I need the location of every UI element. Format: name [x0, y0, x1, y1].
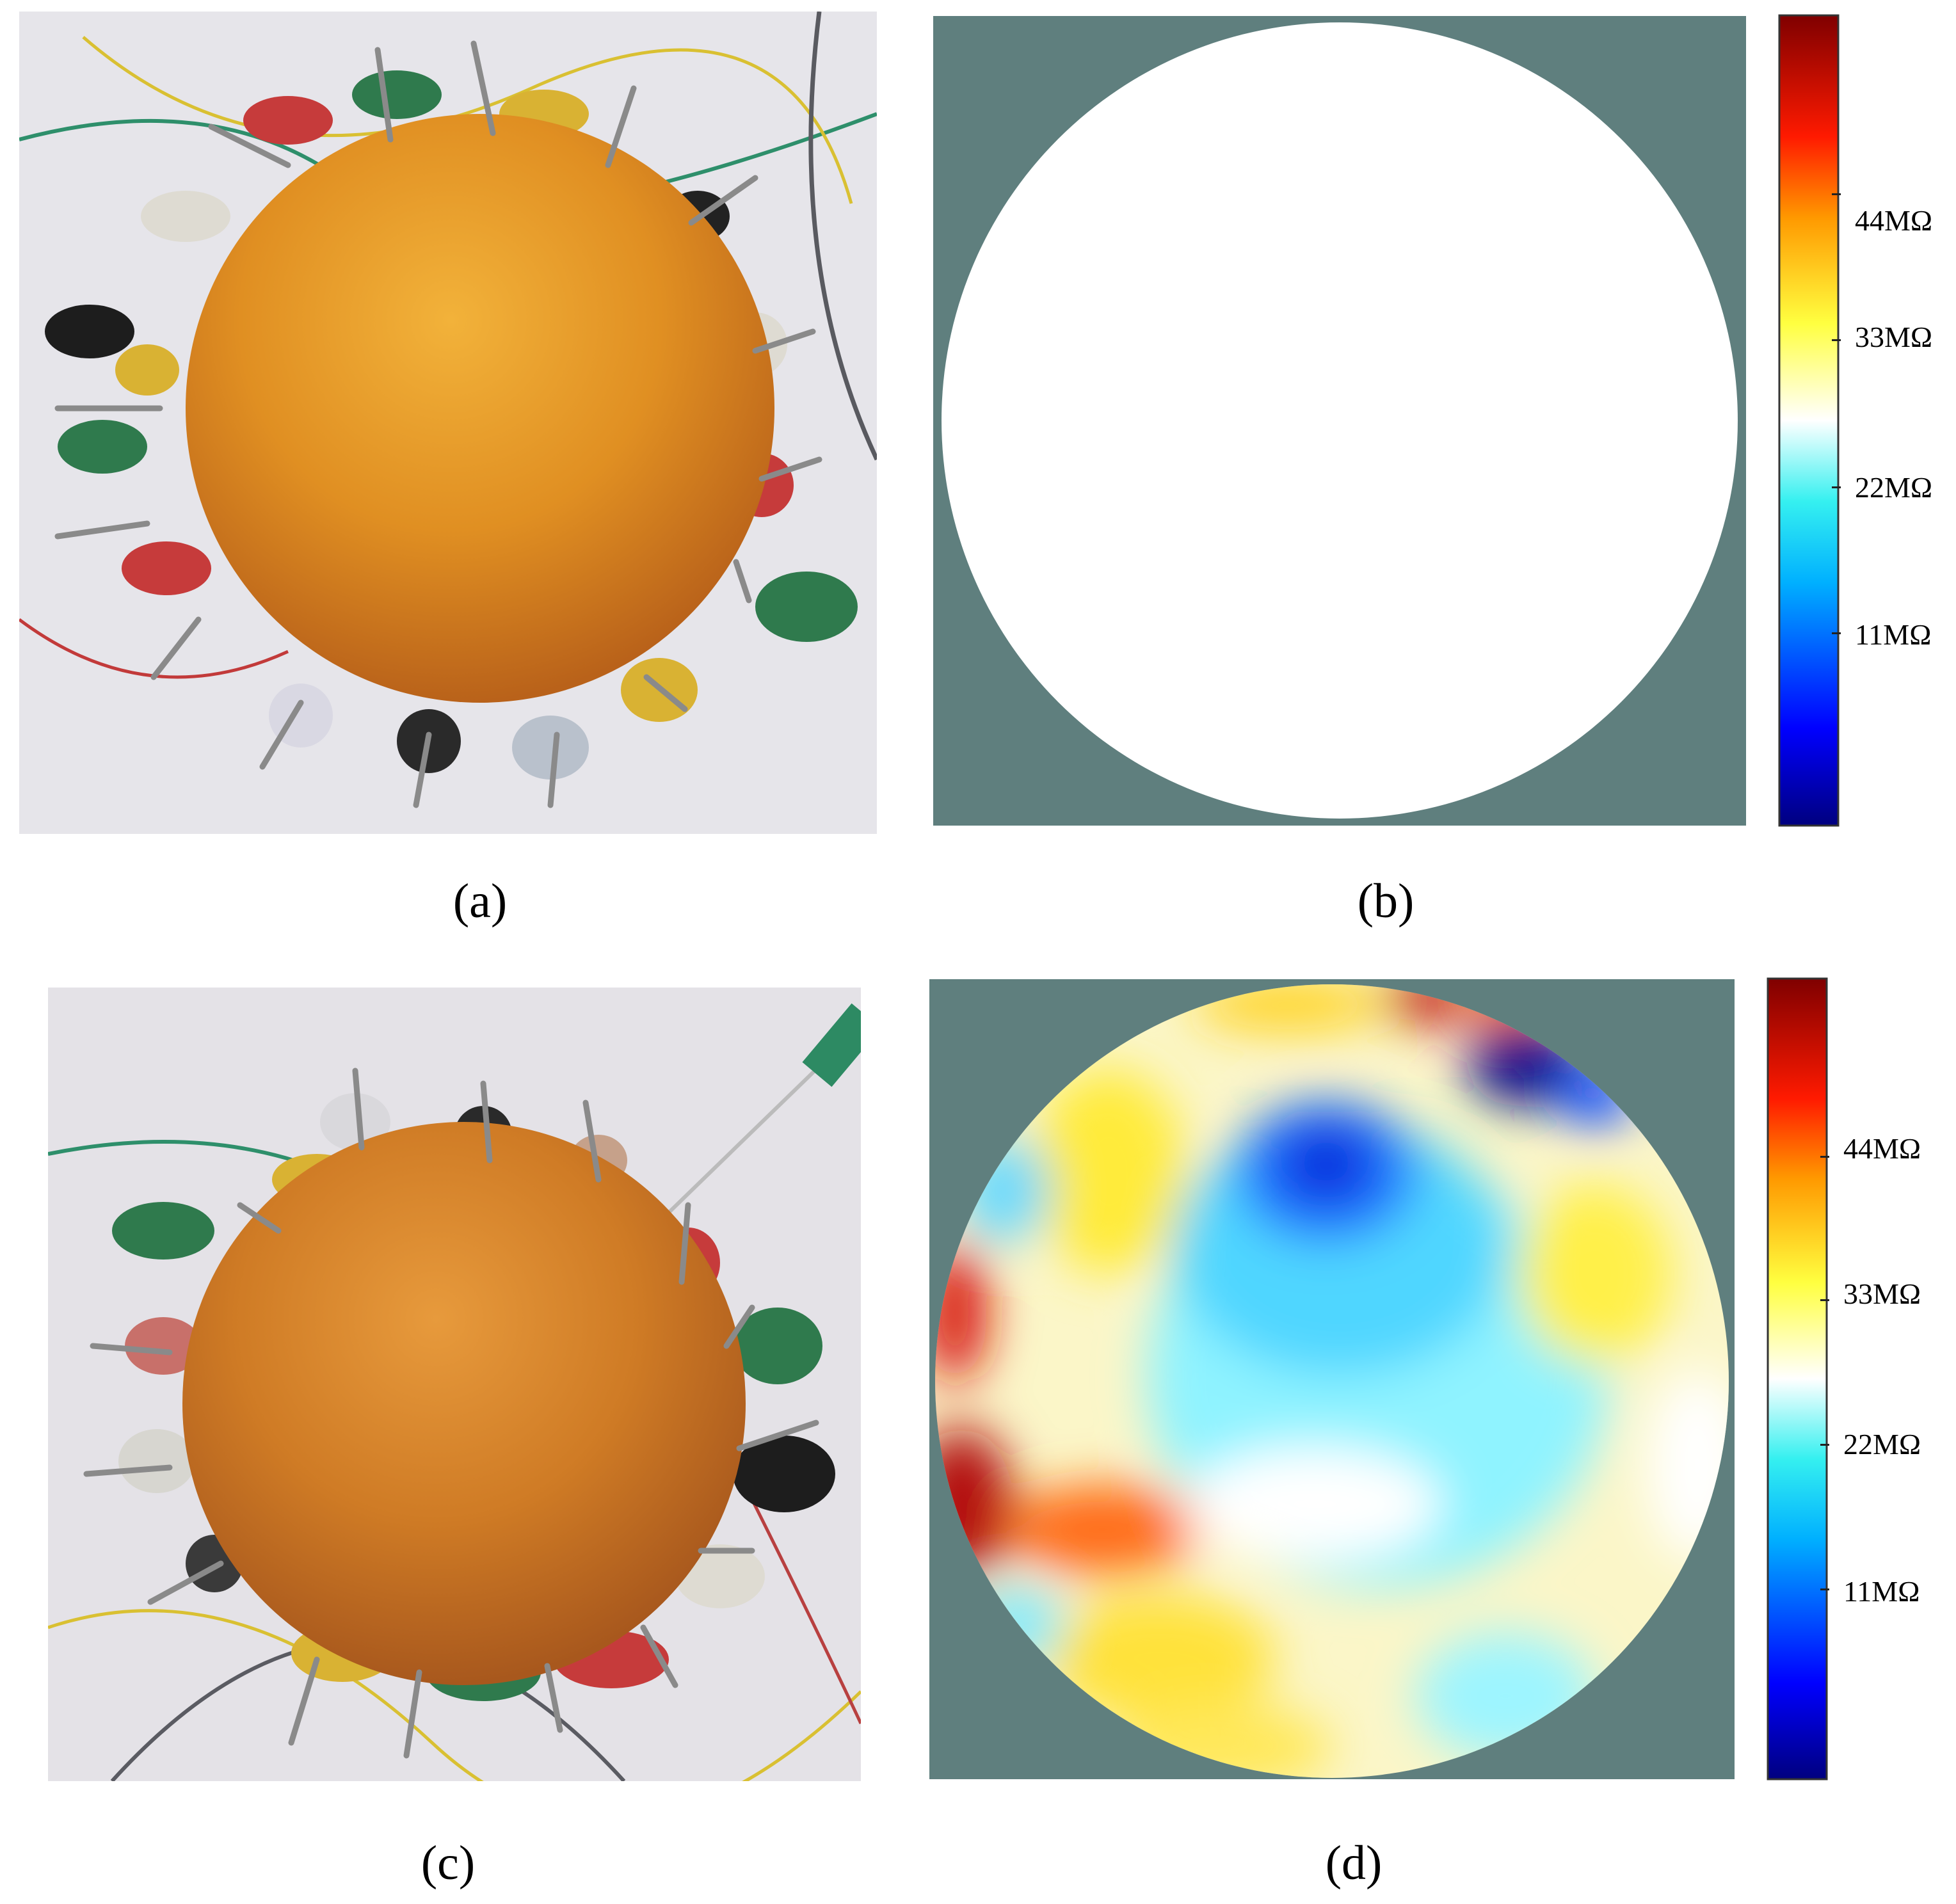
photo-orange-electrodes-a — [19, 12, 877, 834]
colorbar-tick-label: 11MΩ — [1843, 1575, 1920, 1608]
colorbar-tick-label: 44MΩ — [1855, 204, 1933, 237]
colorbar-tick-label: 22MΩ — [1855, 471, 1933, 504]
tick-mark — [1820, 1444, 1829, 1446]
tick-mark — [1832, 339, 1841, 341]
colorbar-tick-label: 44MΩ — [1843, 1132, 1921, 1165]
colorbar-tick-label: 33MΩ — [1843, 1277, 1921, 1310]
tick-mark — [1832, 486, 1841, 488]
field-disk — [942, 22, 1738, 819]
colorbar-tick-label: 33MΩ — [1855, 321, 1933, 353]
tick-mark — [1820, 1299, 1829, 1301]
tick-mark — [1832, 632, 1841, 634]
tick-mark — [1820, 1156, 1829, 1158]
colorbar-d — [1767, 977, 1828, 1780]
reconstruction-anomaly-d — [929, 979, 1735, 1779]
colorbar-b — [1778, 14, 1840, 827]
conductivity-map — [935, 984, 1729, 1778]
colorbar-tick-label: 11MΩ — [1855, 618, 1932, 651]
reconstruction-homogeneous-b — [933, 16, 1746, 826]
photo-orange-electrodes-needle-c — [48, 988, 861, 1781]
caption-c: (c) — [421, 1836, 476, 1890]
caption-d: (d) — [1325, 1836, 1383, 1890]
colorbar-tick-label: 22MΩ — [1843, 1428, 1921, 1460]
caption-a: (a) — [453, 874, 508, 928]
tick-mark — [1832, 193, 1841, 195]
tick-mark — [1820, 1588, 1829, 1590]
caption-b: (b) — [1357, 874, 1415, 928]
